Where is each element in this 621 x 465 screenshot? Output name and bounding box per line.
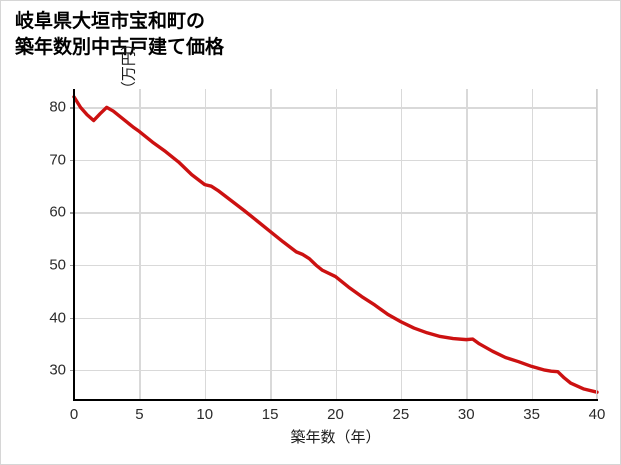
y-tick-mark — [70, 212, 74, 214]
y-tick-label: 50 — [49, 256, 66, 274]
y-axis-spine — [73, 89, 75, 399]
gridline-vertical — [531, 89, 534, 399]
y-tick-mark — [70, 159, 74, 162]
gridline-vertical — [270, 89, 272, 399]
y-tick-label: 40 — [49, 309, 66, 327]
x-axis-title: 築年数（年） — [290, 429, 381, 446]
gridline-vertical — [400, 89, 403, 399]
gridline-vertical — [335, 89, 337, 399]
plot-area: 30 40 50 60 70 80 0 5 10 15 20 25 30 35 40 — [49, 89, 605, 423]
chart-title: 岐阜県大垣市宝和町の 築年数別中古戸建て価格 — [15, 11, 225, 58]
y-tick-mark — [70, 370, 74, 372]
y-tick-label: 80 — [49, 98, 66, 116]
y-tick-label: 60 — [49, 203, 66, 221]
x-tick-label: 5 — [135, 406, 144, 423]
price-line — [72, 95, 599, 394]
x-axis-spine — [73, 399, 598, 401]
y-tick-mark — [70, 265, 74, 267]
gridline-vertical — [597, 89, 599, 399]
y-tick-label: 30 — [49, 361, 66, 379]
x-tick-label: 30 — [457, 406, 475, 423]
x-tick-label: 40 — [588, 406, 606, 423]
y-tick-mark — [70, 107, 74, 109]
data-series-svg — [72, 95, 599, 394]
x-tick-label: 15 — [261, 406, 279, 423]
x-tick-label: 0 — [69, 406, 79, 423]
gridline-vertical — [204, 89, 207, 399]
gridline-vertical — [466, 89, 468, 399]
x-tick-label: 35 — [523, 406, 540, 423]
gridline-vertical — [139, 89, 141, 399]
x-tick-label: 20 — [327, 406, 344, 423]
y-tick-mark — [70, 317, 74, 319]
x-tick-label: 10 — [196, 406, 214, 423]
y-tick-label: 70 — [49, 151, 66, 169]
plot-right-spine — [596, 89, 597, 399]
x-tick-label: 25 — [392, 406, 410, 423]
